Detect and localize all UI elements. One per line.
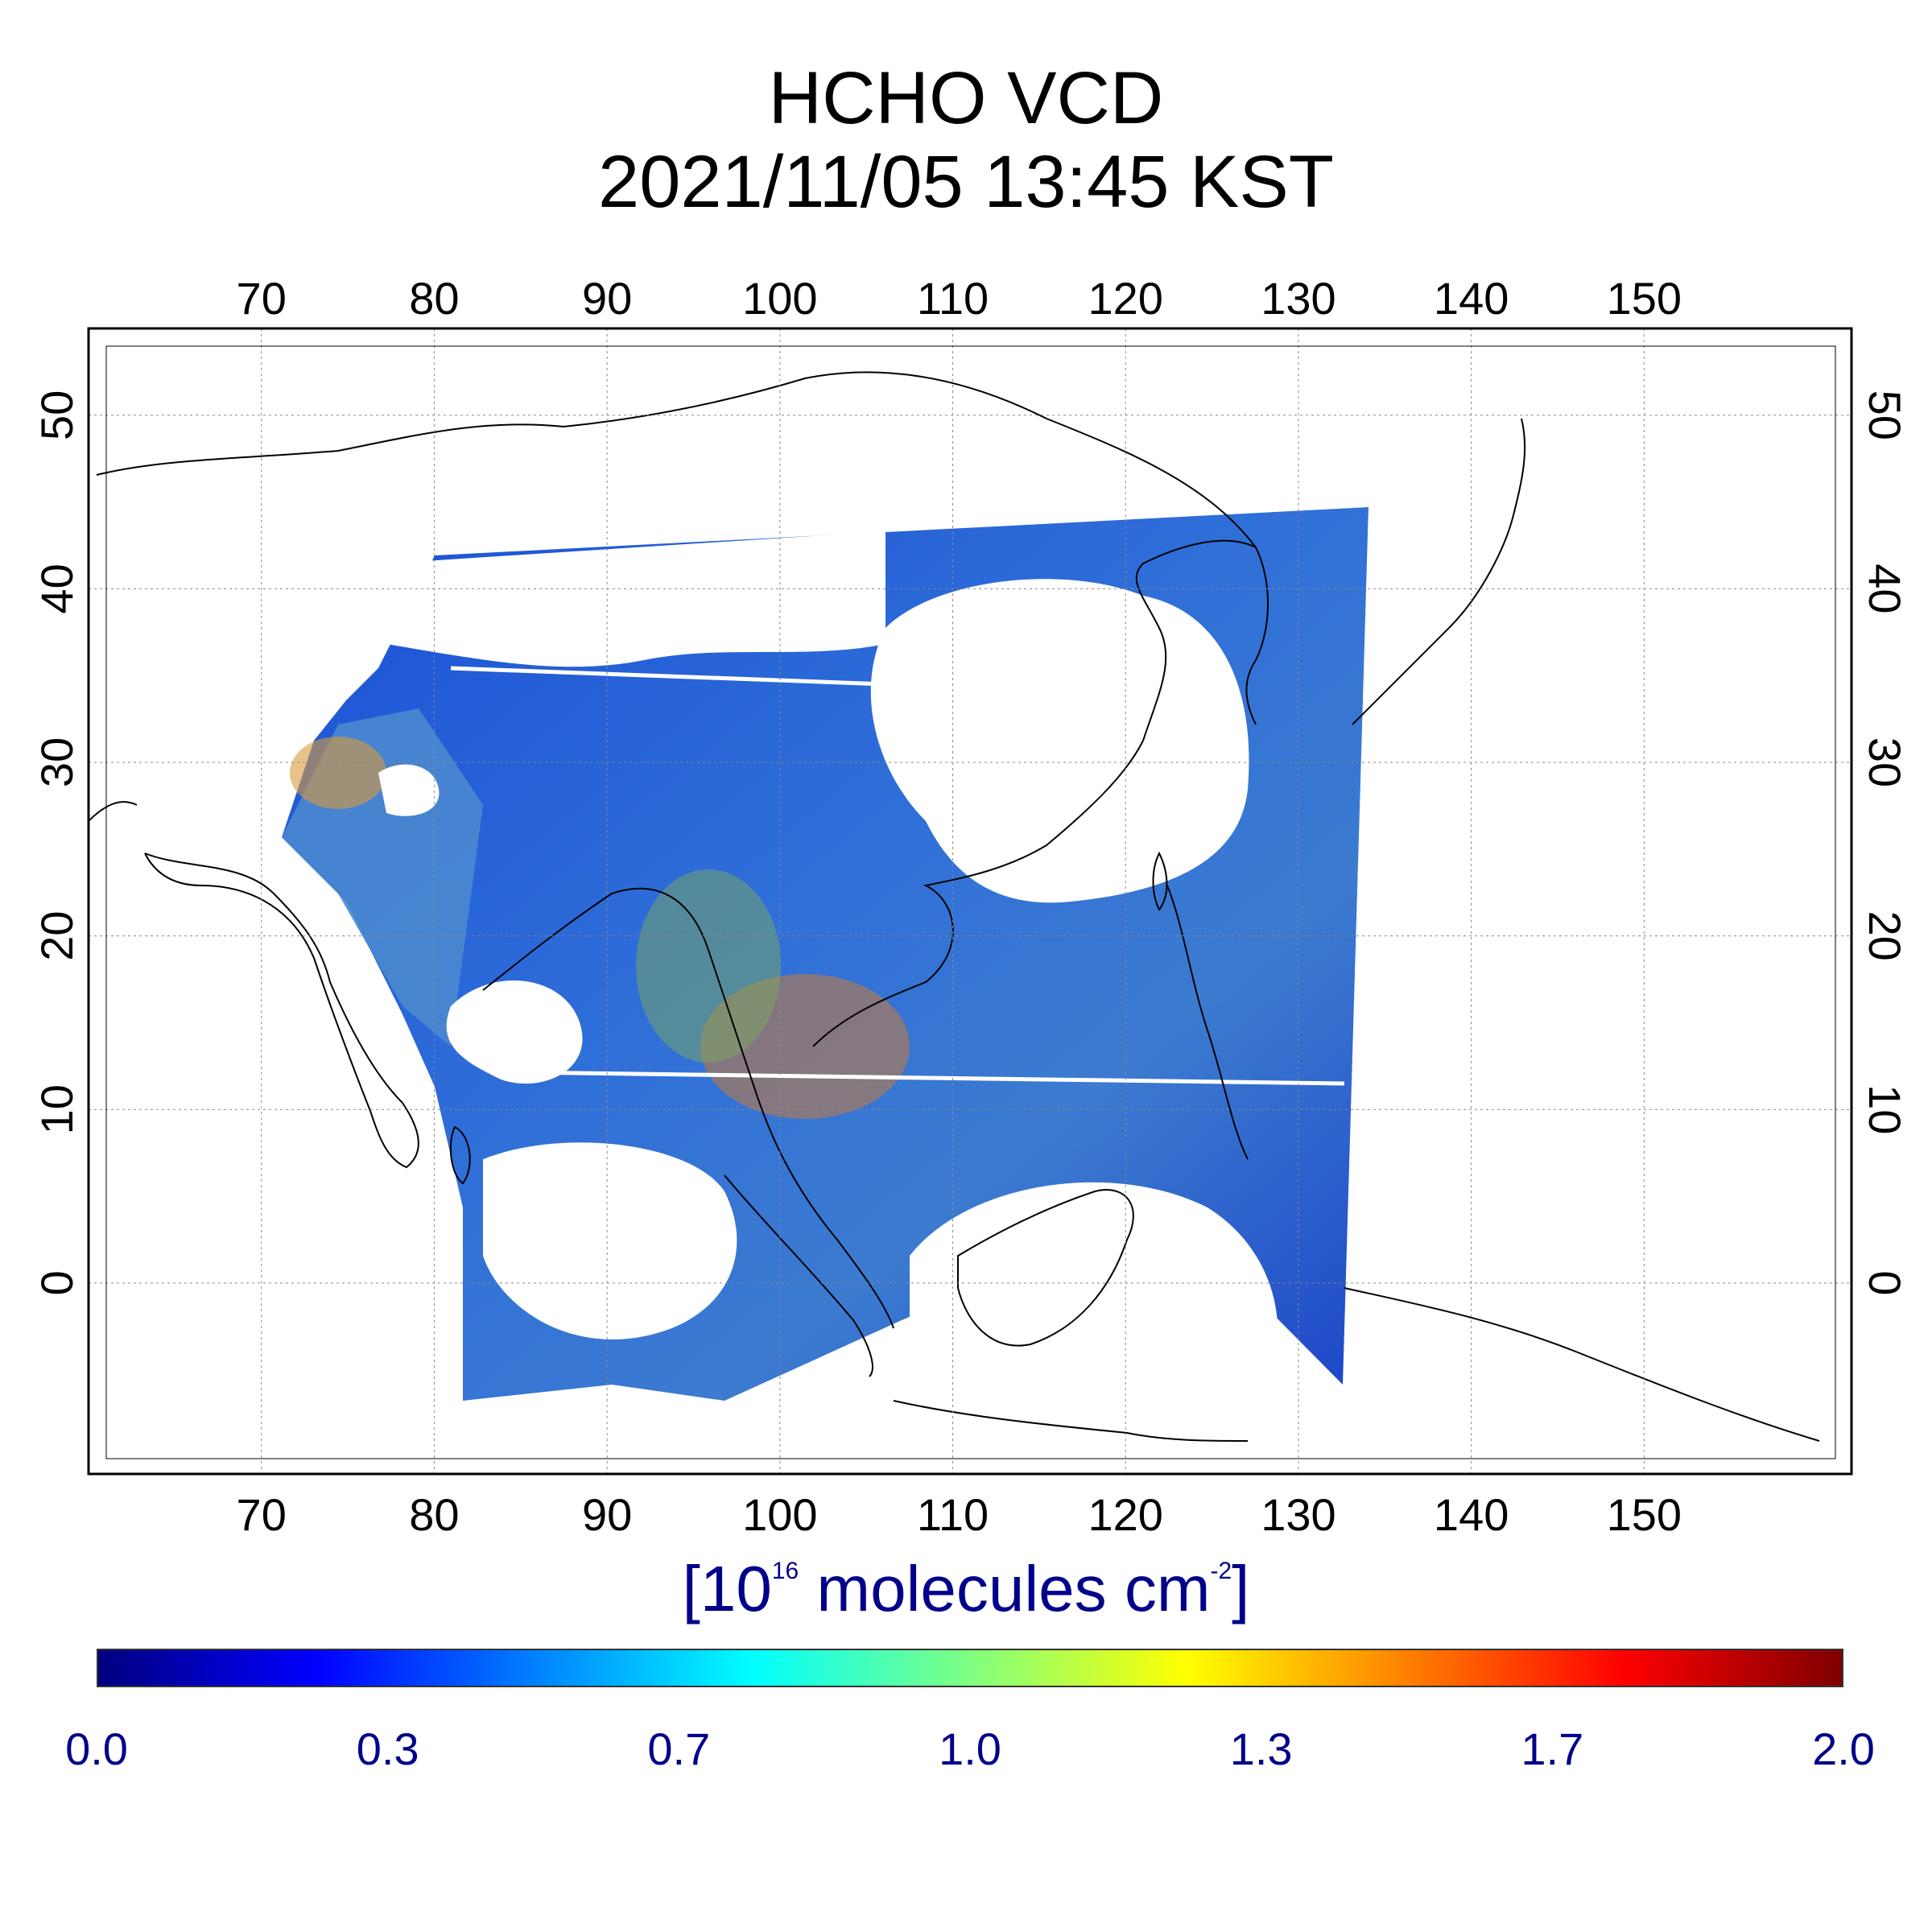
swath-seam-south [514,1070,1345,1086]
map-plot-area: 7070808090901001001101101201201301301401… [31,273,1910,1540]
map-inner-frame [105,345,1836,1459]
swath-seam-north [450,666,886,687]
left-lat-tick-label: 20 [31,910,82,960]
coastline-arabian [88,801,138,822]
unit-open: [10 [682,1553,772,1624]
cloud-gap-borneo-disk [910,1182,1278,1368]
bottom-lon-tick-label: 90 [582,1489,632,1540]
top-lon-tick-label: 150 [1607,273,1682,324]
colorbar-tick-label: 0.3 [356,1724,419,1774]
title-line-1: HCHO VCD [768,57,1164,139]
coastline-sri-lanka [449,1125,471,1185]
top-lon-tick-label: 80 [409,273,459,324]
colorbar-unit-label: [1016 molecules cm-2] [0,1552,1932,1626]
title-line-2: 2021/11/05 13:45 KST [598,141,1334,223]
coastline-japan [1352,418,1526,725]
cloud-gap-indian-ocean [483,1142,737,1340]
colorbar-tick-labels: 0.0 0.3 0.7 1.0 1.3 1.7 2.0 [0,1723,1932,1787]
top-lon-tick-label: 110 [917,273,989,324]
colorbar-tick-label: 1.3 [1229,1724,1293,1774]
coastline-india [144,852,419,1169]
top-lon-tick-label: 130 [1261,273,1335,324]
right-lat-tick-label: 0 [1860,1270,1910,1295]
right-lat-tick-label: 50 [1860,390,1910,440]
left-lat-tick-label: 40 [31,564,82,613]
coastline-north-border [96,371,1257,548]
cloud-gap-china [870,579,1249,903]
coastline-sumatra [724,1174,873,1377]
left-lat-tick-label: 10 [31,1084,82,1134]
colorbar-tick-label: 2.0 [1812,1724,1875,1774]
hcho-swath [282,507,1368,1401]
bottom-lon-tick-label: 140 [1434,1489,1509,1540]
unit-close: ] [1232,1553,1250,1624]
right-lat-tick-label: 10 [1860,1084,1910,1134]
colorbar-tick-label: 0.0 [65,1724,128,1774]
top-lon-tick-label: 140 [1434,273,1509,324]
coastline-borneo [957,1189,1134,1347]
bottom-lon-tick-label: 100 [742,1489,817,1540]
coastline-java [893,1400,1249,1442]
coastline-new-guinea [1344,1287,1820,1442]
bottom-lon-tick-label: 120 [1088,1489,1163,1540]
right-lat-tick-label: 30 [1860,737,1910,787]
left-lat-tick-label: 0 [31,1270,82,1295]
coastline-indochina [812,740,1144,1047]
unit-exponent-1: 16 [771,1558,799,1584]
cloud-gap-north [386,531,886,667]
coastline-bay-east [482,887,758,1096]
coastlines [88,371,1820,1442]
top-lon-tick-label: 120 [1088,273,1163,324]
bottom-lon-tick-label: 130 [1261,1489,1335,1540]
bottom-lon-tick-label: 150 [1607,1489,1682,1540]
colorbar-tick-label: 0.7 [647,1724,711,1774]
unit-middle: molecules cm [799,1553,1211,1624]
bottom-lon-tick-label: 110 [917,1489,989,1540]
bottom-lon-tick-label: 80 [409,1489,459,1540]
coastline-korea [1245,547,1269,725]
coastline-china-east [1135,539,1257,741]
right-lat-tick-label: 20 [1860,910,1910,960]
right-lat-tick-label: 40 [1860,564,1910,613]
colorbar [97,1649,1843,1687]
top-lon-tick-label: 100 [742,273,817,324]
colorbar-tick-label: 1.7 [1521,1724,1584,1774]
top-lon-tick-label: 90 [582,273,632,324]
coastline-taiwan [1152,851,1168,911]
map-frame [87,327,1853,1476]
unit-exponent-2: -2 [1210,1558,1232,1584]
bottom-lon-tick-label: 70 [237,1489,287,1540]
top-lon-tick-label: 70 [237,273,287,324]
swath-warm-patch-burma [636,869,781,1063]
cloud-gap-tibet [378,764,440,816]
coastline-philippines [1166,885,1249,1160]
coastline-malay-peninsula [756,1094,894,1329]
left-lat-tick-label: 30 [31,737,82,787]
lat-lon-grid [89,328,1852,1474]
colorbar-tick-label: 1.0 [939,1724,1001,1774]
swath-warm-patch-india [290,737,386,809]
left-lat-tick-label: 50 [31,390,82,440]
axis-tick-labels: 7070808090901001001101101201201301301401… [31,273,1910,1540]
cloud-gap-bay-of-bengal [446,980,583,1084]
map-title: HCHO VCD 2021/11/05 13:45 KST [0,56,1932,224]
